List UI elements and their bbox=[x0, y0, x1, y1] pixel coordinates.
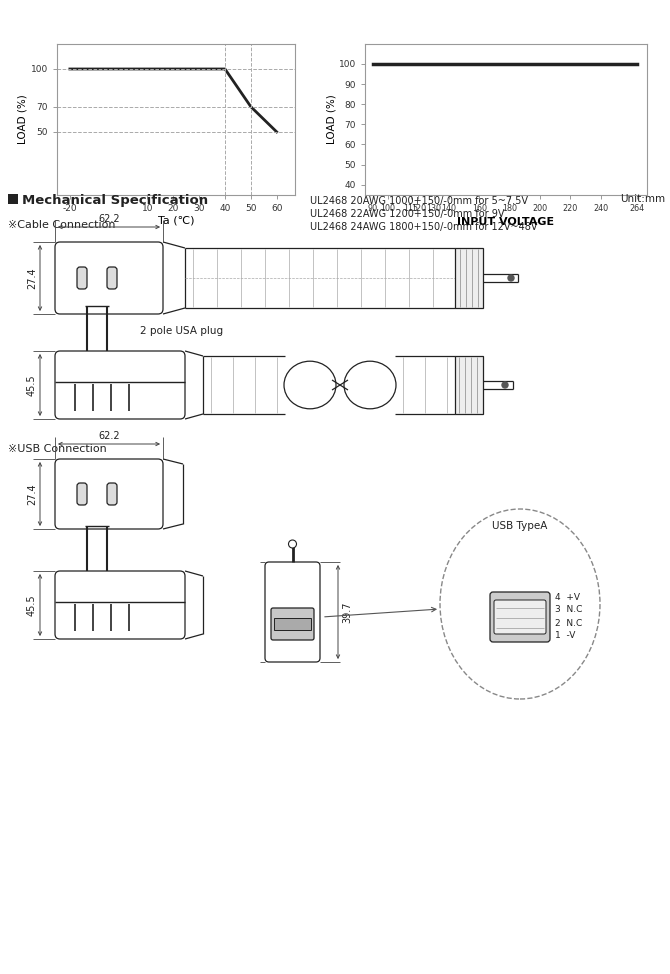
Text: Mechanical Specification: Mechanical Specification bbox=[22, 194, 208, 207]
Text: ■ Static Characteristics: ■ Static Characteristics bbox=[339, 15, 497, 28]
Text: 27.4: 27.4 bbox=[27, 267, 37, 289]
Text: 62.2: 62.2 bbox=[98, 431, 120, 441]
Text: ※USB Connection: ※USB Connection bbox=[8, 444, 107, 454]
Bar bbox=[8, 194, 18, 204]
Text: Unit:mm: Unit:mm bbox=[620, 194, 665, 204]
Circle shape bbox=[289, 540, 297, 548]
Circle shape bbox=[502, 382, 508, 388]
Text: UL2468 20AWG 1000+150/-0mm for 5~7.5V: UL2468 20AWG 1000+150/-0mm for 5~7.5V bbox=[310, 196, 528, 206]
X-axis label: INPUT VOLTAGE: INPUT VOLTAGE bbox=[458, 217, 554, 227]
FancyBboxPatch shape bbox=[77, 483, 87, 505]
FancyBboxPatch shape bbox=[107, 483, 117, 505]
X-axis label: Ta (℃): Ta (℃) bbox=[157, 215, 194, 226]
Text: 4  +V: 4 +V bbox=[555, 592, 580, 602]
Text: 39.7: 39.7 bbox=[342, 601, 352, 622]
Bar bbox=[455, 356, 483, 414]
FancyBboxPatch shape bbox=[107, 267, 117, 289]
Bar bbox=[455, 248, 483, 308]
Text: 45.5: 45.5 bbox=[27, 594, 37, 616]
Y-axis label: LOAD (%): LOAD (%) bbox=[326, 94, 336, 144]
Text: ※Cable Connection: ※Cable Connection bbox=[8, 220, 115, 230]
Text: ■ Derating Curve: ■ Derating Curve bbox=[16, 15, 132, 28]
FancyBboxPatch shape bbox=[494, 600, 546, 634]
Text: UL2468 22AWG 1200+150/-0mm for 9V: UL2468 22AWG 1200+150/-0mm for 9V bbox=[310, 209, 505, 219]
Bar bbox=[274, 618, 311, 630]
Text: UL2468 24AWG 1800+150/-0mm for 12V~48V: UL2468 24AWG 1800+150/-0mm for 12V~48V bbox=[310, 222, 537, 232]
Text: 27.4: 27.4 bbox=[27, 483, 37, 505]
Text: 2 pole USA plug: 2 pole USA plug bbox=[140, 326, 223, 336]
FancyBboxPatch shape bbox=[77, 267, 87, 289]
Text: 62.2: 62.2 bbox=[98, 214, 120, 224]
Y-axis label: LOAD (%): LOAD (%) bbox=[18, 94, 28, 144]
Text: 1  -V: 1 -V bbox=[555, 631, 576, 641]
Text: 2  N.C: 2 N.C bbox=[555, 618, 582, 627]
FancyBboxPatch shape bbox=[271, 608, 314, 640]
FancyBboxPatch shape bbox=[490, 592, 550, 642]
Text: 3  N.C: 3 N.C bbox=[555, 606, 582, 615]
Circle shape bbox=[508, 275, 514, 281]
Text: USB TypeA: USB TypeA bbox=[492, 521, 547, 531]
Text: 45.5: 45.5 bbox=[27, 374, 37, 395]
